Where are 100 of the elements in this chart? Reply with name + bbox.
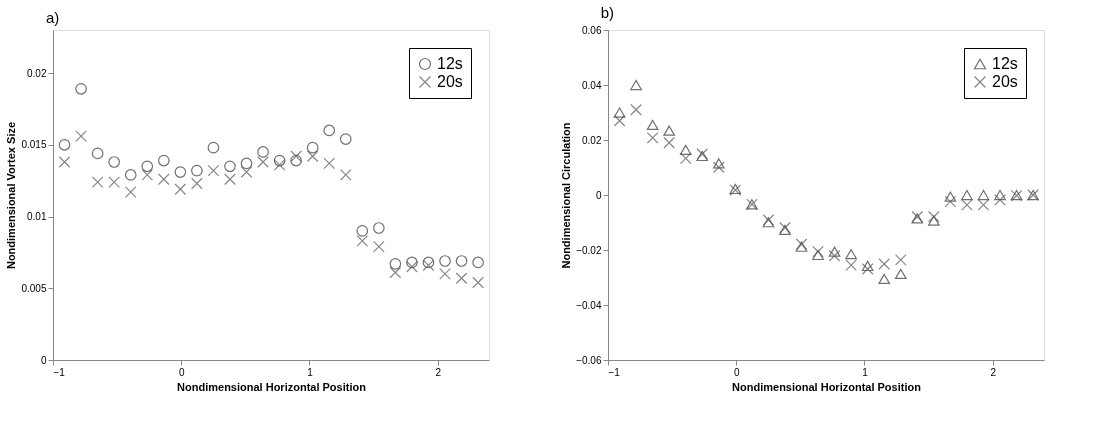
point (174, 183, 187, 196)
y-tick-label: −0.02 (576, 244, 602, 256)
point (124, 186, 137, 198)
point (472, 256, 484, 269)
y-tick-label: 0.02 (27, 67, 47, 79)
point (339, 169, 352, 181)
point (630, 79, 642, 91)
x-axis-title: Nondimensional Horizontal Position (177, 380, 367, 393)
point (191, 177, 203, 190)
x-tick-label: 0 (178, 366, 185, 378)
point (339, 133, 352, 145)
legend-label: 20s (437, 73, 463, 90)
point (157, 173, 170, 186)
point (157, 154, 170, 167)
point (207, 164, 220, 177)
point (944, 195, 957, 208)
point (174, 166, 187, 178)
point (712, 161, 725, 174)
chart-title: b) (600, 4, 615, 21)
point (306, 150, 319, 163)
point (613, 107, 626, 118)
y-tick-label: 0 (595, 189, 602, 201)
point (356, 235, 369, 247)
point (91, 147, 104, 160)
point (58, 138, 71, 151)
point (373, 222, 385, 234)
y-tick-label: 0.04 (582, 79, 602, 91)
point (679, 144, 692, 156)
point (646, 119, 659, 131)
point (439, 255, 451, 267)
point (977, 189, 990, 201)
point (663, 125, 676, 136)
y-axis-title: Nondimensional Vortex Size (5, 121, 18, 270)
point (273, 159, 286, 171)
y-tick-label: 0.01 (27, 211, 47, 223)
point (108, 176, 121, 188)
point (290, 154, 302, 167)
point (878, 258, 891, 270)
y-tick-label: 0.015 (21, 139, 47, 151)
x-tick-label: 1 (307, 366, 314, 378)
point (630, 103, 642, 116)
point (389, 266, 402, 279)
point (663, 136, 676, 149)
point (472, 276, 484, 289)
x-tick-label: 2 (990, 366, 997, 378)
y-tick-label: −0.06 (576, 354, 602, 366)
y-tick-label: −0.04 (576, 299, 602, 311)
point (108, 156, 121, 168)
legend-label: 12s (437, 55, 463, 72)
point (257, 146, 269, 158)
point (240, 166, 253, 178)
point (928, 210, 940, 223)
point (994, 194, 1006, 206)
y-tick-label: 0.06 (582, 24, 602, 36)
x-tick-label: 2 (435, 366, 442, 378)
x-tick-label: 0 (733, 366, 740, 378)
point (323, 157, 336, 170)
point (207, 141, 220, 154)
point (224, 173, 236, 186)
point (994, 189, 1006, 201)
point (894, 254, 907, 266)
point (240, 157, 253, 170)
point (845, 259, 857, 271)
point (894, 268, 907, 280)
x-tick-label: −1 (608, 366, 621, 378)
point (828, 246, 841, 257)
point (124, 169, 137, 181)
point (389, 258, 402, 270)
point (455, 255, 468, 267)
point (91, 176, 104, 188)
point (828, 249, 841, 262)
point (323, 124, 336, 137)
point (373, 240, 385, 253)
y-tick-label: 0 (40, 354, 47, 366)
point (75, 130, 87, 143)
legend-label: 12s (992, 55, 1018, 72)
point (306, 141, 319, 154)
point (878, 273, 891, 285)
x-axis-title: Nondimensional Horizontal Position (732, 380, 922, 393)
x-tick-label: 1 (862, 366, 869, 378)
x-tick-label: −1 (53, 366, 66, 378)
y-tick-label: 0.005 (21, 282, 47, 294)
point (812, 245, 824, 258)
point (273, 154, 286, 167)
point (224, 160, 236, 173)
point (356, 225, 369, 237)
point (845, 248, 857, 260)
point (75, 82, 87, 95)
point (406, 260, 418, 273)
point (257, 156, 269, 168)
point (977, 199, 990, 211)
point (439, 268, 451, 280)
point (712, 158, 725, 169)
y-axis-title: Nondimensional Circulation (560, 122, 573, 269)
point (613, 114, 626, 127)
chart-title: a) (45, 9, 60, 26)
point (406, 256, 418, 269)
point (944, 191, 957, 202)
point (290, 150, 302, 163)
point (961, 199, 973, 211)
